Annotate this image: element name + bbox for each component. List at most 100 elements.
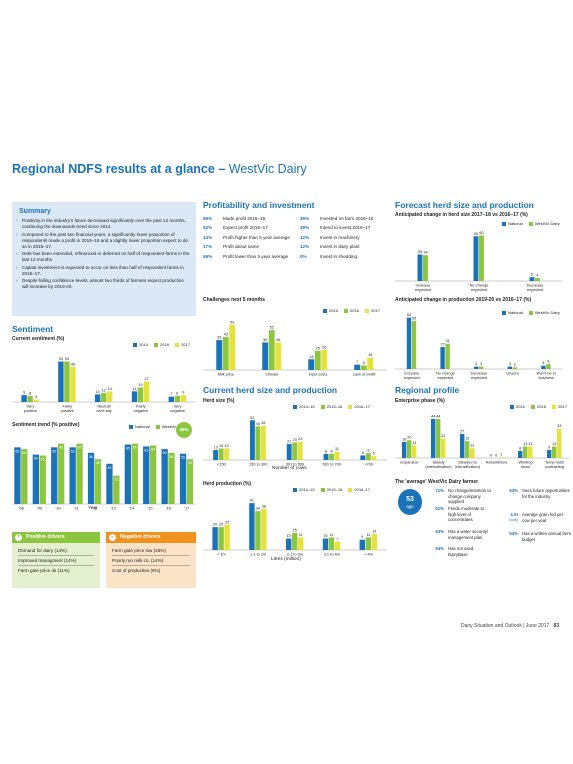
chart-bar	[186, 459, 194, 504]
profit-stat: 17% Profit about same	[203, 242, 290, 251]
chart-bar	[21, 449, 28, 504]
chart-bar	[106, 463, 113, 504]
chart-bar	[143, 446, 150, 504]
chart-bar	[131, 443, 138, 504]
chart-bar	[445, 343, 450, 369]
bar-value-label: 22	[441, 434, 445, 438]
bar-value-label: 15	[293, 528, 297, 532]
category-label: 150 to 300	[249, 462, 268, 467]
stat-pct: 12%	[300, 234, 310, 240]
legend-label: 2016	[537, 404, 546, 409]
bar-value-label: 65	[126, 447, 130, 451]
fact-pct: 54%	[509, 531, 518, 536]
bar-value-label: 34	[256, 507, 260, 511]
bar-value-label: 6	[547, 360, 549, 364]
age-label: age	[406, 504, 414, 509]
bar-value-label: 14	[372, 530, 376, 534]
regional-heading: Regional profile	[395, 385, 460, 395]
chart-bar	[213, 450, 219, 460]
chart-bar	[14, 447, 21, 504]
bar-value-label: 10	[287, 534, 291, 538]
bar-value-label: 44	[431, 414, 435, 418]
chart-bar	[431, 418, 436, 458]
chart-bar	[101, 392, 107, 402]
chart-bar	[32, 454, 39, 504]
fact-label: Average grain fed per cow per year	[522, 512, 564, 523]
category-label: Climate	[265, 372, 278, 377]
bar-value-label: 8	[29, 391, 31, 395]
profit-stat: 52% Expect profit 2016–17	[203, 223, 290, 232]
chart-bar	[33, 399, 39, 402]
chart-bar	[268, 330, 275, 370]
age-value: 53	[406, 496, 414, 503]
bar-value-label: 11	[470, 444, 474, 448]
chart-bar	[460, 434, 465, 458]
bar-value-label: 7	[336, 538, 338, 542]
bar-value-label: 4	[536, 273, 538, 277]
legend-swatch	[552, 404, 557, 409]
fact-label: Feeds moderate to high level of concentr…	[448, 506, 485, 522]
chart-bar	[334, 542, 341, 550]
herd-production-legend: 2014–15 2015–16 2016–17	[288, 487, 370, 492]
legend-swatch	[502, 221, 506, 226]
chart-bar	[365, 453, 371, 460]
chart-bar	[314, 350, 321, 370]
invest-stat: 12% Invest in machinery	[300, 233, 373, 242]
chart-bar	[470, 448, 475, 458]
stat-pct: 17%	[203, 244, 213, 250]
legend-swatch	[502, 310, 506, 315]
bar-value-label: 24	[298, 437, 302, 441]
chart-bar	[218, 527, 224, 550]
category-label: Very negative	[170, 404, 185, 413]
legend-label: National	[135, 424, 150, 429]
bar-value-label: 25	[316, 346, 320, 350]
bar-value-label: 60	[479, 231, 483, 235]
category-label: Very positive	[24, 404, 37, 413]
chart-bar	[131, 391, 138, 402]
stat-pct: 0%	[300, 253, 307, 259]
profitability-heading: Profitability and investment	[203, 200, 315, 210]
bar-value-label: 36	[262, 504, 266, 508]
legend-swatch	[129, 424, 133, 429]
category-label: No change expected	[470, 283, 489, 292]
category-label: Fairly positive	[61, 404, 74, 413]
sentiment-trend-title: Sentiment trend (% positive)	[12, 422, 80, 428]
chart-bar	[371, 456, 377, 460]
minus-icon: −	[109, 534, 116, 541]
chart-bar	[21, 395, 27, 402]
bar-value-label: 36	[276, 338, 280, 342]
legend-label: 2017	[371, 308, 380, 313]
bar-value-label: 59	[230, 320, 234, 324]
invest-stat: 12% Invest in dairy plant	[300, 242, 373, 251]
bar-value-label: 16	[368, 353, 372, 357]
summary-item: Capital investment is expected to occur …	[16, 265, 190, 277]
category-label: '13	[111, 506, 116, 511]
trend-xlabel: Year	[88, 506, 98, 511]
bar-value-label: 21	[287, 439, 291, 443]
bar-value-label: 54	[34, 457, 38, 461]
page-title-region: WestVic Dairy	[228, 162, 307, 176]
plus-icon: +	[15, 534, 22, 541]
footer-text: Dairy Situation and Outlook | June 2017	[460, 623, 550, 629]
chart-bar	[64, 361, 70, 402]
summary-heading: Summary	[19, 208, 51, 215]
legend-swatch	[348, 404, 353, 409]
bar-value-label: 15	[224, 444, 228, 448]
bar-value-label: 9	[361, 535, 363, 539]
chart-bar	[411, 320, 417, 369]
bar-value-label: 3	[509, 362, 511, 366]
chart-bar	[328, 537, 335, 550]
fact-pct: 1.5t	[510, 512, 518, 517]
bar-value-label: 31	[445, 339, 449, 343]
bar-value-label: 14	[132, 387, 136, 391]
bar-value-label: 36	[263, 338, 267, 342]
sentiment-trend-legend: National WestVic Dairy	[124, 424, 187, 429]
bar-value-label: 19	[138, 383, 142, 387]
stat-pct: 12%	[300, 244, 310, 250]
category-label: Temp hold/contracting	[545, 460, 565, 469]
category-label: No change expected	[436, 371, 455, 380]
chart-bar	[367, 357, 374, 370]
bar-value-label: 52	[270, 326, 274, 330]
